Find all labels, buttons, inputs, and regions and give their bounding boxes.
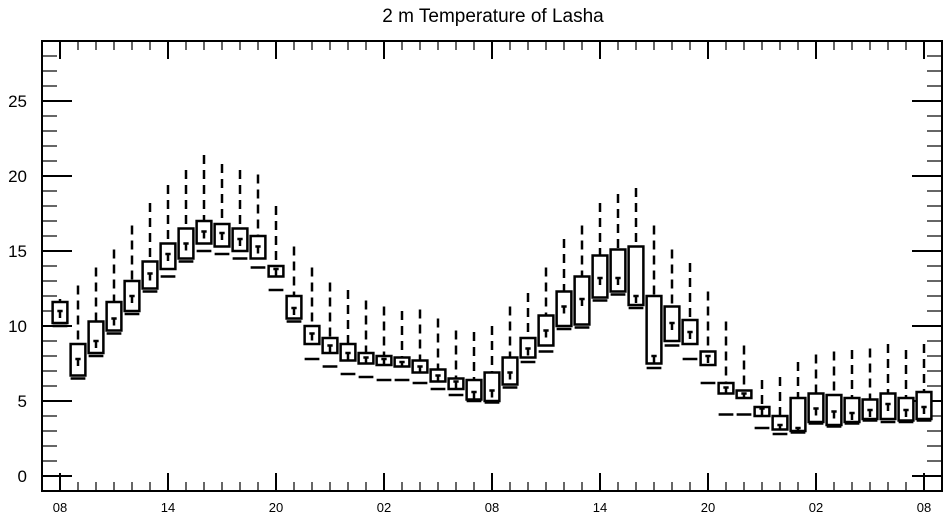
box-hour <box>501 306 519 389</box>
box-hour <box>771 377 789 436</box>
box-hour <box>519 293 537 364</box>
iqr-box <box>645 294 663 365</box>
box-hour <box>303 267 321 361</box>
iqr-box <box>825 393 843 427</box>
box-hour <box>897 350 915 424</box>
y-tick-label: 10 <box>8 317 27 336</box>
y-tick-label: 0 <box>18 467 27 486</box>
box-hour <box>717 321 735 416</box>
box-hour <box>231 170 249 260</box>
box-hour <box>339 290 357 376</box>
box-hour <box>609 194 627 296</box>
box-hour <box>537 267 555 353</box>
iqr-box <box>627 245 645 307</box>
box-hour <box>591 203 609 302</box>
box-hour <box>663 249 681 347</box>
box-hour <box>753 380 771 430</box>
box-hour <box>645 225 663 370</box>
box-hour <box>465 332 483 403</box>
box-hour <box>321 282 339 368</box>
box-hour <box>285 246 303 323</box>
box-hour <box>573 225 591 329</box>
x-tick-label: 14 <box>161 500 175 515</box>
x-tick-label: 20 <box>701 500 715 515</box>
box-hour <box>249 174 267 269</box>
box-hour <box>267 206 285 292</box>
x-tick-label: 20 <box>269 500 283 515</box>
iqr-box <box>915 390 933 421</box>
x-tick-label: 14 <box>593 500 607 515</box>
box-hour <box>627 188 645 310</box>
iqr-box <box>483 371 501 403</box>
iqr-box <box>609 248 627 293</box>
box-hour <box>411 309 429 385</box>
plot-frame <box>41 40 943 492</box>
box-hour <box>699 291 717 385</box>
box-hour <box>807 354 825 425</box>
box-hour <box>681 263 699 361</box>
box-hour <box>825 351 843 428</box>
y-tick-label: 5 <box>18 392 27 411</box>
x-tick-label: 02 <box>809 500 823 515</box>
box-hour <box>861 348 879 422</box>
box-hour <box>87 267 105 358</box>
iqr-box <box>87 320 105 355</box>
iqr-box <box>501 356 519 386</box>
box-hour <box>447 330 465 397</box>
box-hour <box>429 318 447 391</box>
box-hour <box>357 300 375 379</box>
y-tick-label: 25 <box>8 92 27 111</box>
iqr-box <box>789 396 807 433</box>
chart-title: 2 m Temperature of Lasha <box>382 6 604 27</box>
box-hour <box>195 155 213 253</box>
iqr-box <box>465 378 483 401</box>
box-hour <box>141 203 159 293</box>
box-hour <box>555 239 573 331</box>
box-hour <box>213 164 231 256</box>
box-hour <box>51 299 69 328</box>
iqr-box <box>105 300 123 332</box>
x-tick-label: 02 <box>377 500 391 515</box>
box-hour <box>843 350 861 425</box>
box-hour <box>69 285 87 380</box>
y-tick-label: 15 <box>8 242 27 261</box>
iqr-box <box>591 254 609 299</box>
box-series <box>51 155 933 436</box>
x-tick-label: 08 <box>485 500 499 515</box>
y-tick-label: 20 <box>8 167 27 186</box>
box-hour <box>789 362 807 434</box>
box-hour <box>159 185 177 278</box>
box-hour <box>879 344 897 424</box>
axis-ticks: 0 5 10 15 20 25 08 14 20 02 08 14 20 02 08 <box>8 40 942 515</box>
box-hour <box>735 345 753 416</box>
box-hour <box>177 170 195 263</box>
box-hour <box>123 225 141 316</box>
box-hour <box>483 326 501 404</box>
x-tick-label: 08 <box>917 500 931 515</box>
box-hour <box>105 249 123 335</box>
x-tick-label: 08 <box>53 500 67 515</box>
iqr-box <box>843 396 861 424</box>
box-hour <box>393 311 411 382</box>
box-hour <box>915 344 933 422</box>
box-hour <box>375 306 393 382</box>
